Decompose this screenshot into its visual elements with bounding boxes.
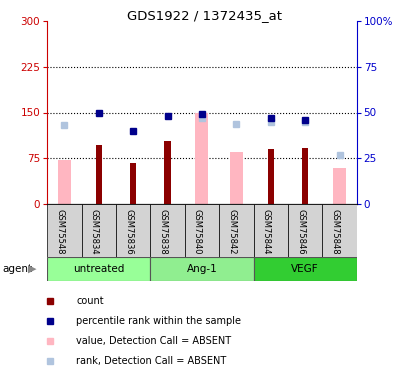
Bar	[47, 257, 150, 281]
Bar	[267, 149, 273, 204]
Bar	[58, 160, 71, 204]
Text: percentile rank within the sample: percentile rank within the sample	[76, 316, 240, 326]
Text: GSM75844: GSM75844	[261, 209, 270, 254]
Text: GSM75838: GSM75838	[158, 209, 167, 254]
Bar	[184, 204, 218, 257]
Text: value, Detection Call = ABSENT: value, Detection Call = ABSENT	[76, 336, 231, 346]
Text: rank, Detection Call = ABSENT: rank, Detection Call = ABSENT	[76, 356, 226, 366]
Text: untreated: untreated	[73, 264, 124, 274]
Text: GSM75840: GSM75840	[193, 209, 202, 254]
Bar	[301, 148, 308, 204]
Bar	[164, 141, 170, 204]
Text: count: count	[76, 296, 103, 306]
Text: GDS1922 / 1372435_at: GDS1922 / 1372435_at	[127, 9, 282, 22]
Bar	[47, 204, 81, 257]
Bar	[130, 163, 136, 204]
Text: agent: agent	[2, 264, 32, 274]
Text: GSM75548: GSM75548	[55, 209, 64, 254]
Text: Ang-1: Ang-1	[186, 264, 217, 274]
Bar	[218, 204, 253, 257]
Bar	[332, 168, 345, 204]
Text: GSM75842: GSM75842	[227, 209, 236, 254]
Bar	[287, 204, 321, 257]
Text: VEGF: VEGF	[290, 264, 318, 274]
Text: GSM75848: GSM75848	[330, 209, 339, 254]
Text: GSM75836: GSM75836	[124, 209, 133, 254]
Bar	[81, 204, 116, 257]
Text: ▶: ▶	[28, 264, 36, 274]
Bar	[253, 204, 287, 257]
Bar	[150, 204, 184, 257]
Bar	[195, 112, 208, 204]
Bar	[150, 257, 253, 281]
Text: GSM75846: GSM75846	[295, 209, 304, 254]
Bar	[229, 152, 242, 204]
Text: GSM75834: GSM75834	[90, 209, 99, 254]
Bar	[253, 257, 356, 281]
Bar	[321, 204, 356, 257]
Bar	[95, 145, 101, 204]
Bar	[116, 204, 150, 257]
